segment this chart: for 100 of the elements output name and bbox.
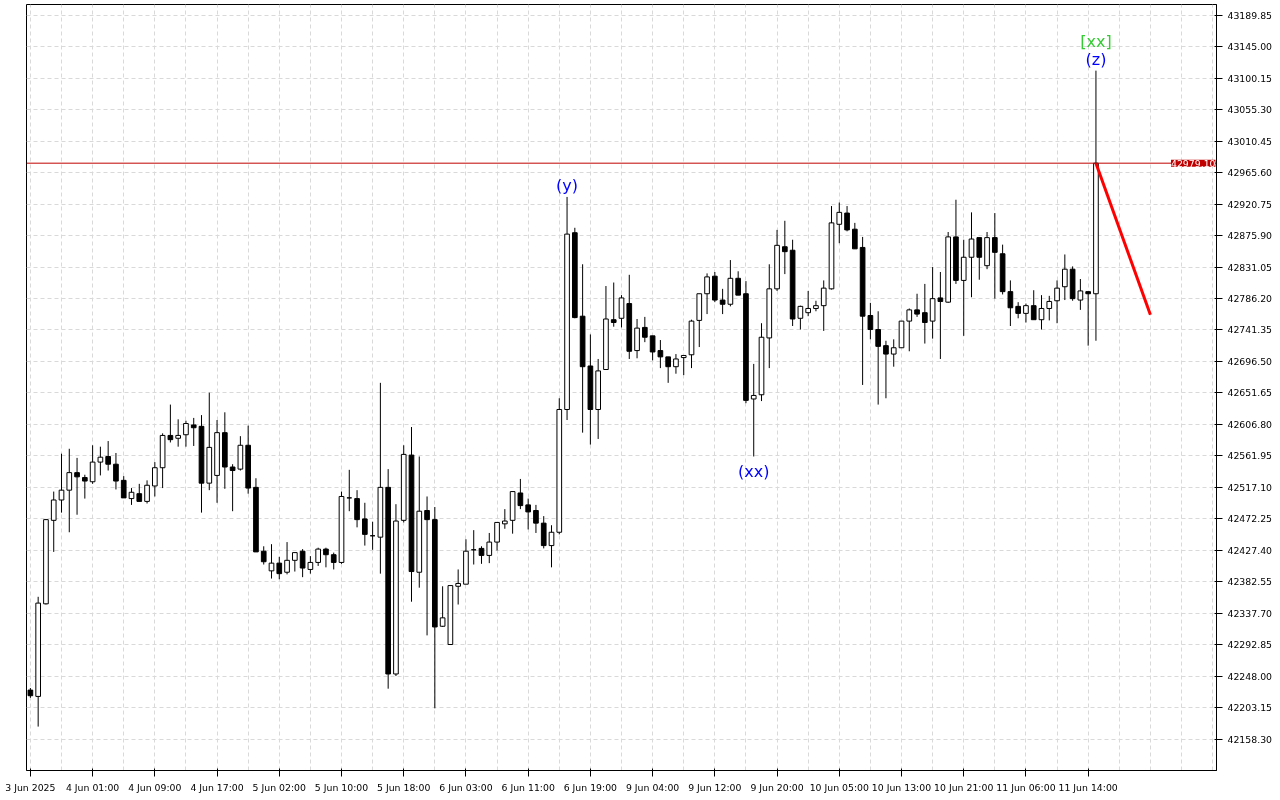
candlestick [284,541,290,575]
candlestick [673,353,679,375]
candlestick [1054,279,1060,324]
candlestick [914,293,920,318]
candlestick [486,532,493,564]
x-tick-label: 3 Jun 2025 [5,781,56,793]
y-tick-label: 42337.70 [1227,607,1273,619]
candlestick [292,552,298,573]
candlestick [502,508,508,530]
x-tick-label: 5 Jun 18:00 [377,781,431,793]
y-tick-label: 43055.30 [1227,104,1273,116]
candlestick [642,316,648,343]
candlestick [276,556,283,580]
candlestick [634,318,640,359]
annotation: (y) [556,175,579,195]
x-tick-label: 6 Jun 11:00 [501,781,555,793]
candlestick [362,502,368,547]
candlestick [525,498,531,530]
y-tick-label: 42651.65 [1227,387,1273,399]
y-tick-label: 42248.00 [1227,670,1273,682]
candlestick [704,272,710,315]
x-tick-label: 6 Jun 19:00 [563,781,618,793]
candlestick [66,448,73,533]
y-tick-label: 42920.75 [1227,198,1273,210]
y-tick-label: 42292.85 [1227,639,1273,651]
y-tick-label: 42696.50 [1227,355,1273,367]
candlestick [533,504,539,534]
annotation: (xx) [738,462,770,482]
candlestick [844,205,850,232]
candlestick [992,212,998,300]
candlestick [82,474,88,500]
y-tick-label: 42831.05 [1227,261,1273,273]
y-tick-label: 42561.95 [1227,450,1273,462]
candlestick [74,457,80,516]
candlestick [960,239,967,337]
candlestick [144,479,150,504]
candlestick [750,363,757,457]
candlestick [58,453,65,514]
candlestick [875,310,881,406]
y-tick-label: 43145.00 [1227,41,1273,53]
y-tick-label: 42517.10 [1227,481,1273,493]
y-tick-label: 42786.20 [1227,293,1273,305]
annotation: [xx] [1080,31,1112,51]
x-tick-label: 4 Jun 09:00 [128,781,182,793]
y-tick-label: 42606.80 [1227,418,1273,430]
y-tick-label: 43189.85 [1227,9,1273,21]
annotation: (z) [1085,49,1107,69]
y-tick-label: 42472.25 [1227,513,1273,525]
candlestick [836,202,843,244]
candlestick [618,294,625,328]
candlestick [665,356,671,384]
y-tick-label: 42203.15 [1227,702,1273,714]
x-tick-label: 6 Jun 03:00 [439,781,493,793]
x-tick-label: 11 Jun 14:00 [1058,781,1118,793]
candlestick [1085,291,1091,347]
candlestick [183,420,189,448]
y-tick-label: 42741.35 [1227,324,1273,336]
candlestick [735,270,741,296]
candlestick [105,440,111,472]
candlestick [883,340,889,399]
candlestick [680,354,687,376]
candlestick [922,283,928,345]
candlestick [50,491,57,553]
candlestick [354,489,360,528]
candlestick [1007,279,1014,327]
x-tick-label: 5 Jun 02:00 [252,781,306,793]
candlestick [260,545,267,566]
candlestick [890,338,897,368]
y-tick-label: 42427.40 [1227,544,1273,556]
candlestick [1030,289,1037,321]
x-tick-label: 4 Jun 17:00 [190,781,244,793]
y-tick-label: 43010.45 [1227,135,1273,147]
candlestick [89,444,96,485]
y-tick-label: 42965.60 [1227,167,1273,179]
candlestick [120,475,127,499]
candlestick [820,279,827,332]
candlestick [782,220,788,275]
candlestick [424,495,430,636]
candlestick [906,307,913,352]
ref-line-label: 42979.10 [1170,157,1216,169]
candlestick [175,418,181,448]
x-tick-label: 9 Jun 04:00 [625,781,680,793]
x-tick-label: 11 Jun 06:00 [996,781,1056,793]
candlestick [805,290,811,317]
candlestick [610,282,617,328]
y-tick-label: 42875.90 [1227,230,1273,242]
x-tick-label: 4 Jun 01:00 [65,781,120,793]
candlestick [813,300,819,312]
candlestick [1046,295,1053,321]
candlestick [97,446,104,476]
x-tick-label: 9 Jun 12:00 [688,781,742,793]
y-tick-label: 42382.55 [1227,576,1273,588]
candlestick [346,469,353,512]
x-tick-label: 9 Jun 20:00 [750,781,804,793]
candlestick [540,515,547,549]
y-tick-label: 43100.15 [1227,72,1273,84]
candlestick [976,237,983,281]
candlestick [455,568,461,606]
candlestick [494,521,500,551]
candlestick [268,543,275,580]
